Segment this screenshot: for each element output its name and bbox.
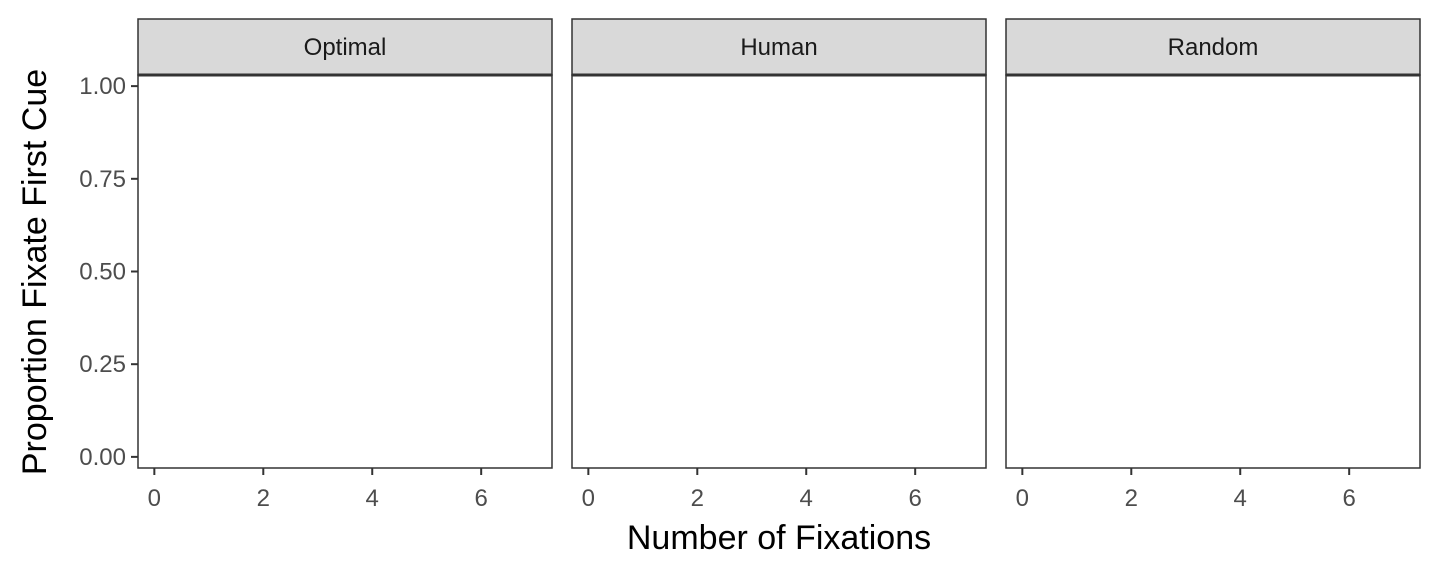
x-tick-label: 2 (257, 485, 270, 512)
x-tick-label: 0 (1016, 485, 1029, 512)
x-tick-label: 4 (366, 485, 379, 512)
x-tick-label: 0 (582, 485, 595, 512)
y-tick-label: 0.25 (79, 351, 126, 378)
facet-strip (137, 18, 553, 76)
facet-strip-label: Random (1168, 34, 1259, 61)
x-tick-label: 2 (1125, 485, 1138, 512)
x-tick-label: 6 (475, 485, 488, 512)
y-tick-label: 0.00 (79, 444, 126, 471)
y-axis-title: Proportion Fixate First Cue (16, 69, 54, 475)
facet-panels: Optimal 0 2 4 6 Human 0 2 4 6 Random 0 2 4 6 (137, 18, 1421, 512)
x-axis-title: Number of Fixations (627, 519, 931, 557)
facet-panel-random: Random 0 2 4 6 (1005, 18, 1421, 512)
facet-panel-optimal: Optimal 0 2 4 6 (137, 18, 553, 512)
x-tick-label: 2 (691, 485, 704, 512)
x-tick-label: 6 (909, 485, 922, 512)
plot-area (571, 74, 987, 469)
x-tick-label: 0 (148, 485, 161, 512)
y-axis: 0.00 0.25 0.50 0.75 1.00 (79, 73, 138, 471)
facet-strip-label: Human (740, 34, 817, 61)
y-tick-label: 1.00 (79, 73, 126, 100)
y-tick-label: 0.75 (79, 166, 126, 193)
x-tick-label: 4 (1234, 485, 1247, 512)
facet-panel-human: Human 0 2 4 6 (571, 18, 987, 512)
plot-area (137, 74, 553, 469)
x-tick-label: 6 (1343, 485, 1356, 512)
y-tick-label: 0.50 (79, 259, 126, 286)
x-tick-label: 4 (800, 485, 813, 512)
plot-area (1005, 74, 1421, 469)
facet-strip-label: Optimal (304, 34, 387, 61)
